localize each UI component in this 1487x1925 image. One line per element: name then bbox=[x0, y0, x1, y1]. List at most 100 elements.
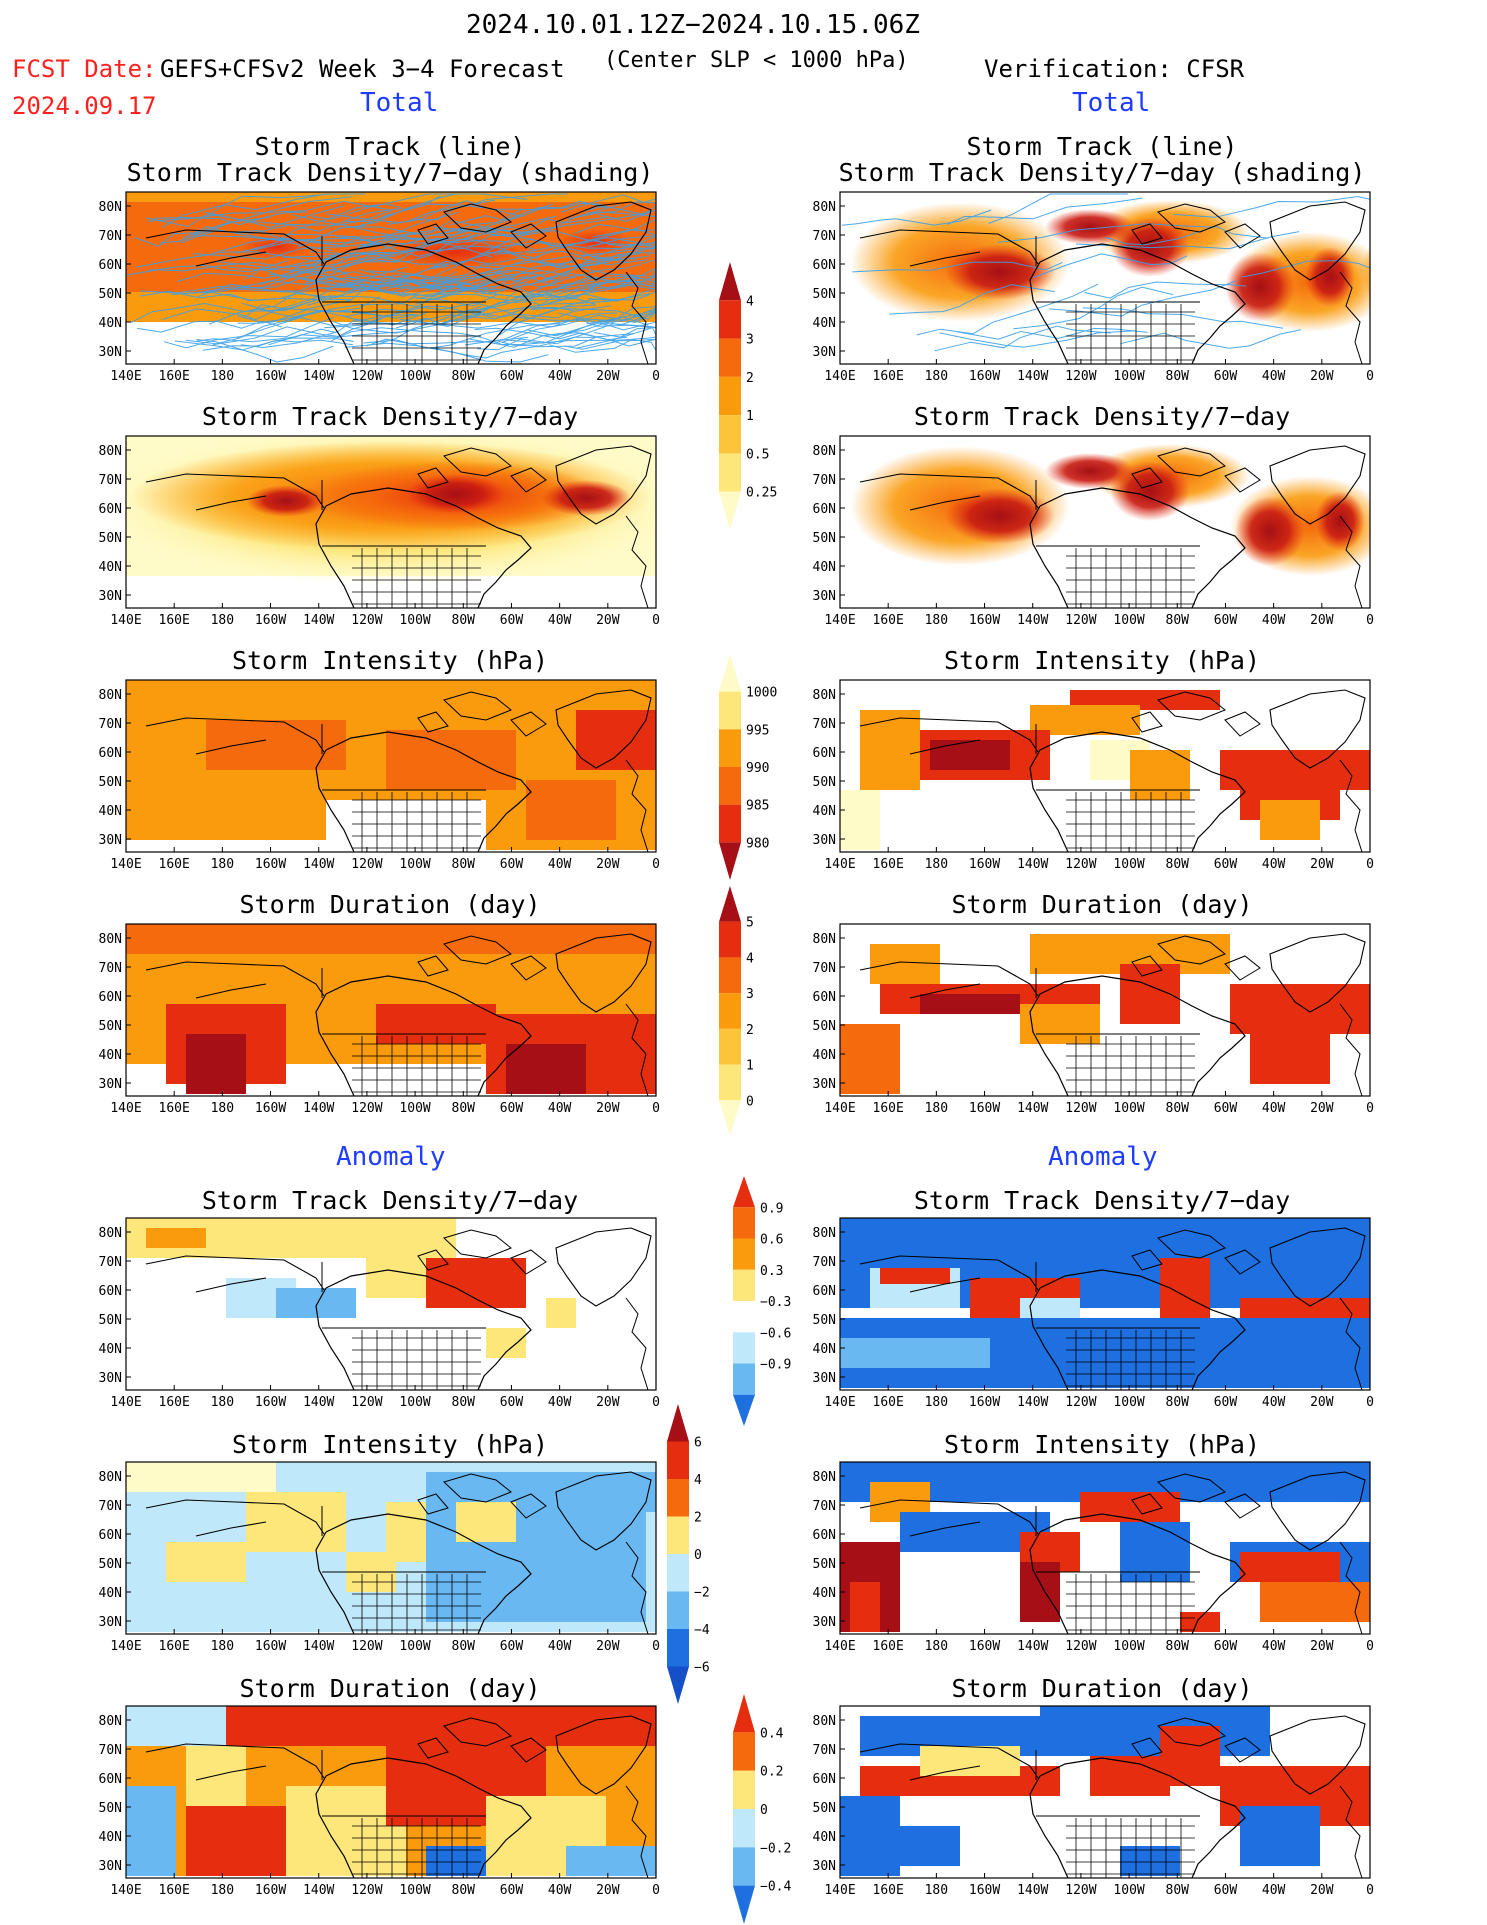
storm-track bbox=[916, 283, 1099, 336]
shaded-cell bbox=[526, 1522, 606, 1582]
shaded-cell bbox=[576, 1472, 656, 1512]
fcst-date-label: FCST Date: bbox=[12, 55, 157, 83]
period-title: 2024.10.01.12Z−2024.10.15.06Z bbox=[466, 10, 920, 40]
lon-tick-label: 20W bbox=[596, 1101, 620, 1116]
colorbar-arrow-top bbox=[719, 262, 741, 301]
coastline-greenland bbox=[1269, 1227, 1366, 1307]
shaded-cell bbox=[1120, 1846, 1180, 1876]
shaded-cell bbox=[206, 720, 346, 770]
lat-tick-label: 40N bbox=[813, 1586, 836, 1601]
lat-tick-label: 80N bbox=[99, 1226, 122, 1241]
storm-track bbox=[939, 330, 1137, 348]
lon-tick-label: 180 bbox=[925, 1395, 948, 1410]
shaded-cell bbox=[870, 944, 940, 984]
lat-tick-label: 50N bbox=[813, 775, 836, 790]
lon-tick-label: 60W bbox=[500, 1639, 524, 1654]
section-total-left: Total bbox=[360, 88, 439, 118]
lon-tick-label: 100W bbox=[399, 857, 430, 872]
storm-track bbox=[140, 290, 327, 302]
colorbar-arrow-top bbox=[733, 1694, 755, 1733]
lat-tick-label: 60N bbox=[813, 1528, 836, 1543]
colorbar-segment bbox=[719, 338, 741, 377]
shaded-cell bbox=[506, 1044, 586, 1094]
storm-track bbox=[134, 216, 270, 247]
shaded-region bbox=[945, 488, 1055, 544]
lon-tick-label: 80W bbox=[452, 369, 476, 384]
storm-track bbox=[525, 305, 656, 337]
shaded-cell bbox=[840, 790, 880, 850]
storm-track bbox=[576, 322, 656, 349]
lon-tick-label: 120W bbox=[351, 857, 382, 872]
lon-tick-label: 0 bbox=[652, 1883, 660, 1898]
model-label: GEFS+CFSv2 Week 3−4 Forecast bbox=[160, 55, 565, 83]
us-state-borders bbox=[1066, 304, 1195, 364]
shaded-region bbox=[945, 244, 1055, 300]
coastline-north-america bbox=[1029, 243, 1246, 364]
storm-track bbox=[435, 272, 591, 300]
coastline-north-america bbox=[1029, 1513, 1246, 1634]
storm-track bbox=[197, 283, 351, 301]
lat-tick-label: 40N bbox=[813, 1342, 836, 1357]
coastline-europe bbox=[625, 515, 649, 608]
coastline-north-america bbox=[315, 975, 532, 1096]
coastline-arctic-islands bbox=[1131, 1717, 1261, 1763]
shaded-cell bbox=[126, 1786, 176, 1876]
coastline-north-america bbox=[1029, 975, 1246, 1096]
colorbar-segment bbox=[719, 453, 741, 492]
us-state-borders bbox=[1066, 1330, 1195, 1390]
colorbar-label: 0 bbox=[746, 1094, 754, 1109]
lat-tick-label: 30N bbox=[813, 589, 836, 604]
panel-fill bbox=[126, 436, 656, 608]
lon-tick-label: 20W bbox=[1310, 1395, 1334, 1410]
lon-tick-label: 20W bbox=[596, 1639, 620, 1654]
lon-tick-label: 160E bbox=[159, 857, 190, 872]
colorbar-segment bbox=[733, 1809, 755, 1848]
colorbar-label: −0.6 bbox=[760, 1326, 791, 1341]
storm-track bbox=[452, 242, 637, 266]
coastline-greenland bbox=[555, 1471, 652, 1551]
lon-tick-label: 160E bbox=[873, 857, 904, 872]
coastline-europe bbox=[1339, 515, 1363, 608]
lat-tick-label: 80N bbox=[813, 1470, 836, 1485]
lat-tick-label: 40N bbox=[813, 316, 836, 331]
coastline-alaska-russia bbox=[145, 717, 325, 755]
storm-track bbox=[476, 282, 606, 315]
lat-tick-label: 80N bbox=[99, 1470, 122, 1485]
lat-tick-label: 40N bbox=[99, 1342, 122, 1357]
storm-track bbox=[1105, 225, 1269, 246]
storm-track bbox=[135, 238, 333, 268]
colorbar-arrow-top bbox=[733, 1176, 755, 1208]
storm-track bbox=[586, 194, 656, 214]
shaded-cell bbox=[566, 1846, 656, 1876]
colorbar-label: −6 bbox=[694, 1661, 710, 1676]
lon-tick-label: 80W bbox=[452, 613, 476, 628]
storm-track bbox=[306, 270, 512, 306]
storm-track bbox=[1120, 329, 1302, 349]
storm-track bbox=[291, 214, 479, 244]
colorbar-label: 3 bbox=[746, 987, 754, 1002]
lon-tick-label: 140E bbox=[824, 1395, 855, 1410]
colorbar-segment bbox=[667, 1629, 689, 1667]
storm-track bbox=[530, 306, 656, 320]
storm-track bbox=[359, 237, 536, 256]
us-state-borders bbox=[1066, 1574, 1195, 1634]
storm-track bbox=[363, 215, 557, 246]
storm-track bbox=[196, 339, 334, 363]
colorbar-segment bbox=[733, 1238, 755, 1270]
storm-track bbox=[956, 327, 1148, 340]
map-frame bbox=[125, 679, 657, 853]
us-state-borders bbox=[1066, 1818, 1195, 1878]
coastline-greenland bbox=[555, 1715, 652, 1795]
title-duration-left: Storm Duration (day) bbox=[239, 890, 541, 919]
storm-track bbox=[597, 309, 656, 331]
lat-tick-label: 80N bbox=[99, 444, 122, 459]
lon-tick-label: 160W bbox=[255, 1639, 286, 1654]
title-intensity-left: Storm Intensity (hPa) bbox=[231, 646, 549, 675]
title-intensity-anom-left: Storm Intensity (hPa) bbox=[231, 1430, 549, 1459]
storm-track bbox=[947, 197, 1143, 225]
lon-tick-label: 100W bbox=[1113, 369, 1144, 384]
lon-tick-label: 60W bbox=[500, 1395, 524, 1410]
title-duration-anom-left: Storm Duration (day) bbox=[239, 1674, 541, 1703]
us-state-borders bbox=[352, 1574, 481, 1634]
lon-tick-label: 20W bbox=[1310, 369, 1334, 384]
